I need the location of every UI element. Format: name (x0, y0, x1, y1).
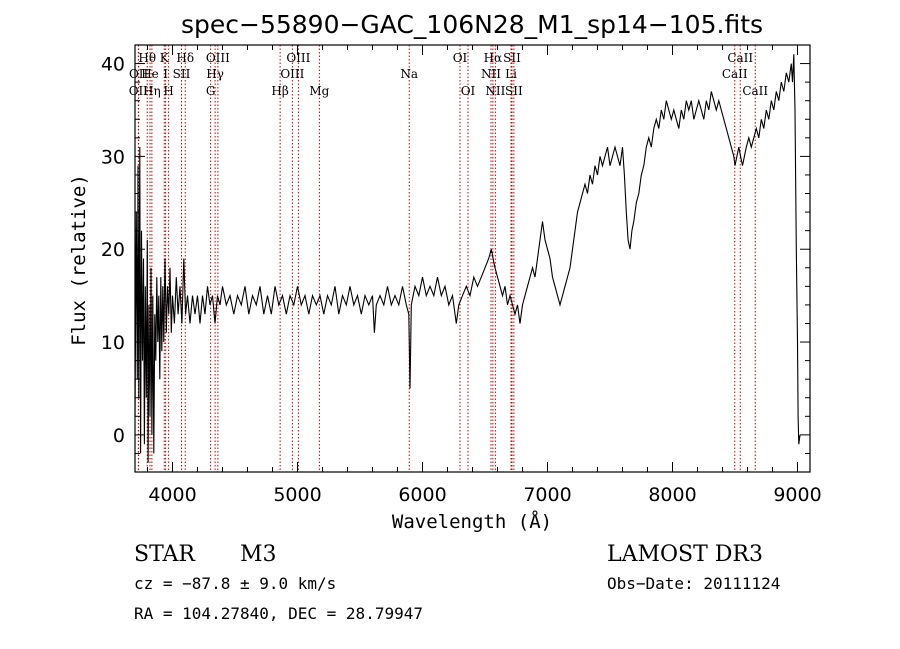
object-type: STAR (134, 542, 196, 567)
object-subclass: M3 (240, 542, 277, 567)
plot-axes: 4000 5000 6000 7000 8000 9000 0 10 20 30 40 (101, 44, 822, 506)
spectral-line-labels: OIIOIIHθHeHηKIHSIIHδGHγOIIIHβOIIIOIIIMgN… (129, 51, 769, 98)
line-label-27: CaII (727, 51, 753, 65)
x-tick-label: 8000 (648, 484, 696, 506)
line-label-6: I (163, 67, 168, 81)
y-tick-label: 30 (101, 146, 125, 168)
line-label-12: OIII (206, 51, 230, 65)
line-label-18: OI (453, 51, 468, 65)
line-label-19: OI (461, 84, 476, 98)
line-label-26: CaII (722, 67, 748, 81)
y-axis-label: Flux (relative) (68, 174, 90, 346)
line-label-14: OIII (280, 67, 304, 81)
x-axis-label: Wavelength (Å) (392, 510, 552, 533)
y-tick-label: 40 (101, 54, 125, 76)
x-tick-label: 6000 (398, 484, 446, 506)
line-label-4: Hη (143, 84, 161, 98)
x-tick-label: 5000 (273, 484, 321, 506)
line-label-0: OII (129, 84, 149, 98)
x-tick-label: 7000 (523, 484, 571, 506)
line-label-25: SII (505, 84, 523, 98)
line-label-15: OIII (286, 51, 310, 65)
redshift-value: cz = −87.8 ± 9.0 km/s (134, 574, 336, 593)
y-tick-label: 0 (113, 425, 125, 447)
survey-name: LAMOST DR3 (607, 542, 763, 567)
x-tick-label: 9000 (773, 484, 821, 506)
line-label-21: Hα (484, 51, 503, 65)
line-label-20: NII (481, 67, 501, 81)
line-label-22: NII (485, 84, 505, 98)
line-label-5: K (160, 51, 170, 65)
line-label-13: Hβ (271, 84, 288, 98)
line-label-7: H (163, 84, 173, 98)
y-tick-label: 10 (101, 332, 125, 354)
line-label-2: Hθ (138, 51, 156, 65)
series-line-spectrum (134, 54, 801, 463)
line-label-16: Mg (309, 84, 329, 98)
line-label-11: Hγ (206, 67, 224, 81)
x-tick-label: 4000 (148, 484, 196, 506)
line-label-1: OII (129, 67, 149, 81)
coordinates: RA = 104.27840, DEC = 28.79947 (134, 604, 423, 623)
line-label-17: Na (400, 67, 418, 81)
spectrum-series (134, 54, 801, 463)
y-tick-label: 20 (101, 239, 125, 261)
obs-date: Obs−Date: 20111124 (607, 574, 780, 593)
line-label-3: He (141, 67, 159, 81)
line-label-8: SII (173, 67, 191, 81)
line-label-9: Hδ (176, 51, 194, 65)
line-label-24: SII (503, 51, 521, 65)
chart-title: spec−55890−GAC_106N28_M1_sp14−105.fits (181, 10, 763, 39)
line-label-10: G (206, 84, 216, 98)
spectral-line-markers (137, 45, 756, 472)
line-label-28: CaII (742, 84, 768, 98)
line-label-23: Li (505, 67, 517, 81)
